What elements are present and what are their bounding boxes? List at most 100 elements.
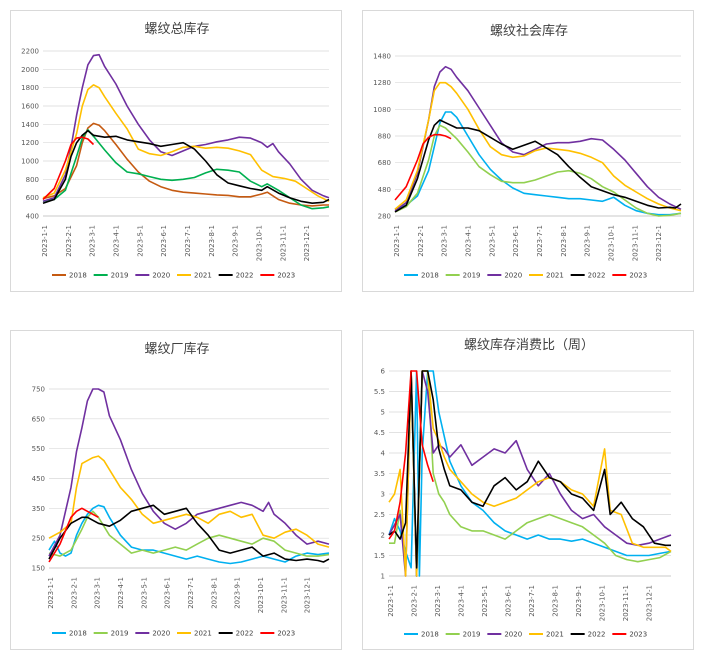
chart-title: 螺纹社会库存 — [490, 23, 568, 39]
x-tick-label: 2023-1-1 — [47, 577, 55, 609]
x-tick-label: 2023-3-1 — [441, 225, 449, 257]
series-line-2019 — [48, 510, 330, 557]
y-tick-label: 250 — [32, 535, 45, 543]
y-tick-label: 1800 — [21, 84, 39, 92]
x-tick-label: 2023-2-1 — [70, 577, 78, 609]
x-tick-label: 2023-9-1 — [584, 225, 592, 257]
y-tick-label: 650 — [32, 415, 45, 423]
x-tick-label: 2023-2-1 — [411, 585, 419, 617]
y-tick-label: 750 — [32, 386, 45, 394]
x-tick-label: 2023-3-1 — [89, 225, 97, 257]
legend-label: 2023 — [277, 630, 295, 638]
x-tick-label: 2023-9-1 — [232, 225, 240, 257]
x-tick-label: 2023-6-1 — [164, 577, 172, 609]
y-tick-label: 1 — [381, 573, 385, 581]
legend-label: 2023 — [629, 272, 647, 280]
series-line-2023 — [388, 370, 434, 540]
x-tick-label: 2023-8-1 — [210, 577, 218, 609]
x-tick-label: 2023-7-1 — [528, 585, 536, 617]
x-tick-label: 2023-5-1 — [136, 225, 144, 257]
series-line-2022 — [48, 504, 330, 563]
y-tick-label: 1000 — [21, 158, 39, 166]
x-tick-label: 2023-4-1 — [465, 225, 473, 257]
x-tick-label: 2023-1-1 — [387, 585, 395, 617]
series-line-2022 — [388, 370, 671, 569]
x-tick-label: 2023-3-1 — [434, 585, 442, 617]
x-tick-label: 2023-11-1 — [631, 225, 639, 261]
legend-label: 2019 — [463, 631, 481, 639]
x-tick-label: 2023-1-1 — [393, 225, 401, 257]
x-tick-label: 2023-10-1 — [257, 577, 265, 613]
x-tick-label: 2023-10-1 — [256, 225, 264, 261]
series-line-2021 — [48, 455, 330, 548]
legend-label: 2021 — [194, 272, 212, 280]
y-tick-label: 400 — [26, 213, 39, 221]
chart-title: 螺纹总库存 — [144, 21, 209, 37]
x-tick-label: 2023-6-1 — [512, 225, 520, 257]
y-tick-label: 5 — [381, 409, 385, 417]
series-line-2018 — [394, 111, 682, 216]
y-tick-label: 680 — [378, 159, 391, 167]
x-tick-label: 2023-4-1 — [113, 225, 121, 257]
chart-panel-inventory-consumption-ratio: 螺纹库存消费比（周） 1 1.5 2 2.5 3 3.5 4 4.5 5 5.5 6 2023-1-1 2… — [362, 330, 694, 650]
y-tick-label: 1600 — [21, 103, 39, 111]
series-line-2020 — [48, 388, 330, 557]
y-tick-label: 480 — [378, 186, 391, 194]
x-tick-label: 2023-10-1 — [608, 225, 616, 261]
series-line-2020 — [394, 65, 682, 212]
legend-label: 2021 — [194, 630, 212, 638]
y-tick-label: 4.5 — [374, 429, 385, 437]
chart-panel-social-inventory: 螺纹社会库存 280 480 680 880 1080 1280 1480 2023-1-1 20… — [362, 10, 694, 292]
y-tick-label: 1280 — [373, 79, 391, 87]
series-line-2023 — [48, 507, 99, 563]
x-tick-label: 2023-12-1 — [655, 225, 663, 261]
legend-label: 2021 — [546, 631, 564, 639]
series-line-2023 — [394, 133, 452, 201]
x-tick-label: 2023-3-1 — [94, 577, 102, 609]
y-tick-label: 1.5 — [374, 552, 385, 560]
series-line-2018 — [42, 122, 329, 207]
y-tick-label: 2200 — [21, 48, 39, 56]
series-line-2019 — [394, 124, 682, 217]
series-line-2021 — [394, 81, 682, 212]
x-tick-label: 2023-9-1 — [234, 577, 242, 609]
y-tick-label: 350 — [32, 505, 45, 513]
x-tick-label: 2023-12-1 — [304, 577, 312, 613]
legend-label: 2021 — [546, 272, 564, 280]
x-tick-label: 2023-8-1 — [560, 225, 568, 257]
chart-social-inventory: 螺纹社会库存 280 480 680 880 1080 1280 1480 2023-1-1 20… — [373, 23, 682, 280]
chart-title: 螺纹厂库存 — [144, 341, 209, 357]
x-tick-label: 2023-2-1 — [65, 225, 73, 257]
y-tick-label: 2.5 — [374, 511, 385, 519]
y-tick-label: 1400 — [21, 121, 39, 129]
legend-label: 2018 — [69, 630, 87, 638]
y-tick-label: 1480 — [373, 53, 391, 61]
legend-label: 2022 — [588, 631, 606, 639]
x-tick-label: 2023-8-1 — [208, 225, 216, 257]
legend-label: 2020 — [504, 631, 522, 639]
y-tick-label: 6 — [381, 368, 386, 376]
legend-label: 2020 — [504, 272, 522, 280]
y-tick-label: 1200 — [21, 139, 39, 147]
x-tick-label: 2023-7-1 — [184, 225, 192, 257]
x-tick-label: 2023-6-1 — [505, 585, 513, 617]
series-line-2020 — [42, 53, 330, 203]
legend-label: 2020 — [152, 630, 170, 638]
legend-label: 2020 — [152, 272, 170, 280]
x-tick-label: 2023-2-1 — [417, 225, 425, 257]
chart-total-inventory: 螺纹总库存 400 600 800 1000 1200 1400 1600 1800 2000 22… — [21, 21, 330, 280]
legend-label: 2018 — [421, 631, 439, 639]
y-tick-label: 800 — [26, 176, 39, 184]
x-tick-label: 2023-12-1 — [646, 585, 654, 621]
chart-panel-total-inventory: 螺纹总库存 400 600 800 1000 1200 1400 1600 1800 2000 22… — [10, 10, 342, 292]
legend-label: 2022 — [588, 272, 606, 280]
y-tick-label: 5.5 — [374, 388, 385, 396]
x-tick-label: 2023-6-1 — [160, 225, 168, 257]
x-tick-label: 2023-8-1 — [552, 585, 560, 617]
y-tick-label: 550 — [32, 445, 45, 453]
chart-inventory-consumption-ratio: 螺纹库存消费比（周） 1 1.5 2 2.5 3 3.5 4 4.5 5 5.5 6 2023-1-1 2… — [374, 337, 672, 639]
y-tick-label: 2000 — [21, 66, 39, 74]
series-line-2023 — [42, 136, 95, 201]
y-tick-label: 2 — [381, 532, 385, 540]
legend-label: 2018 — [421, 272, 439, 280]
